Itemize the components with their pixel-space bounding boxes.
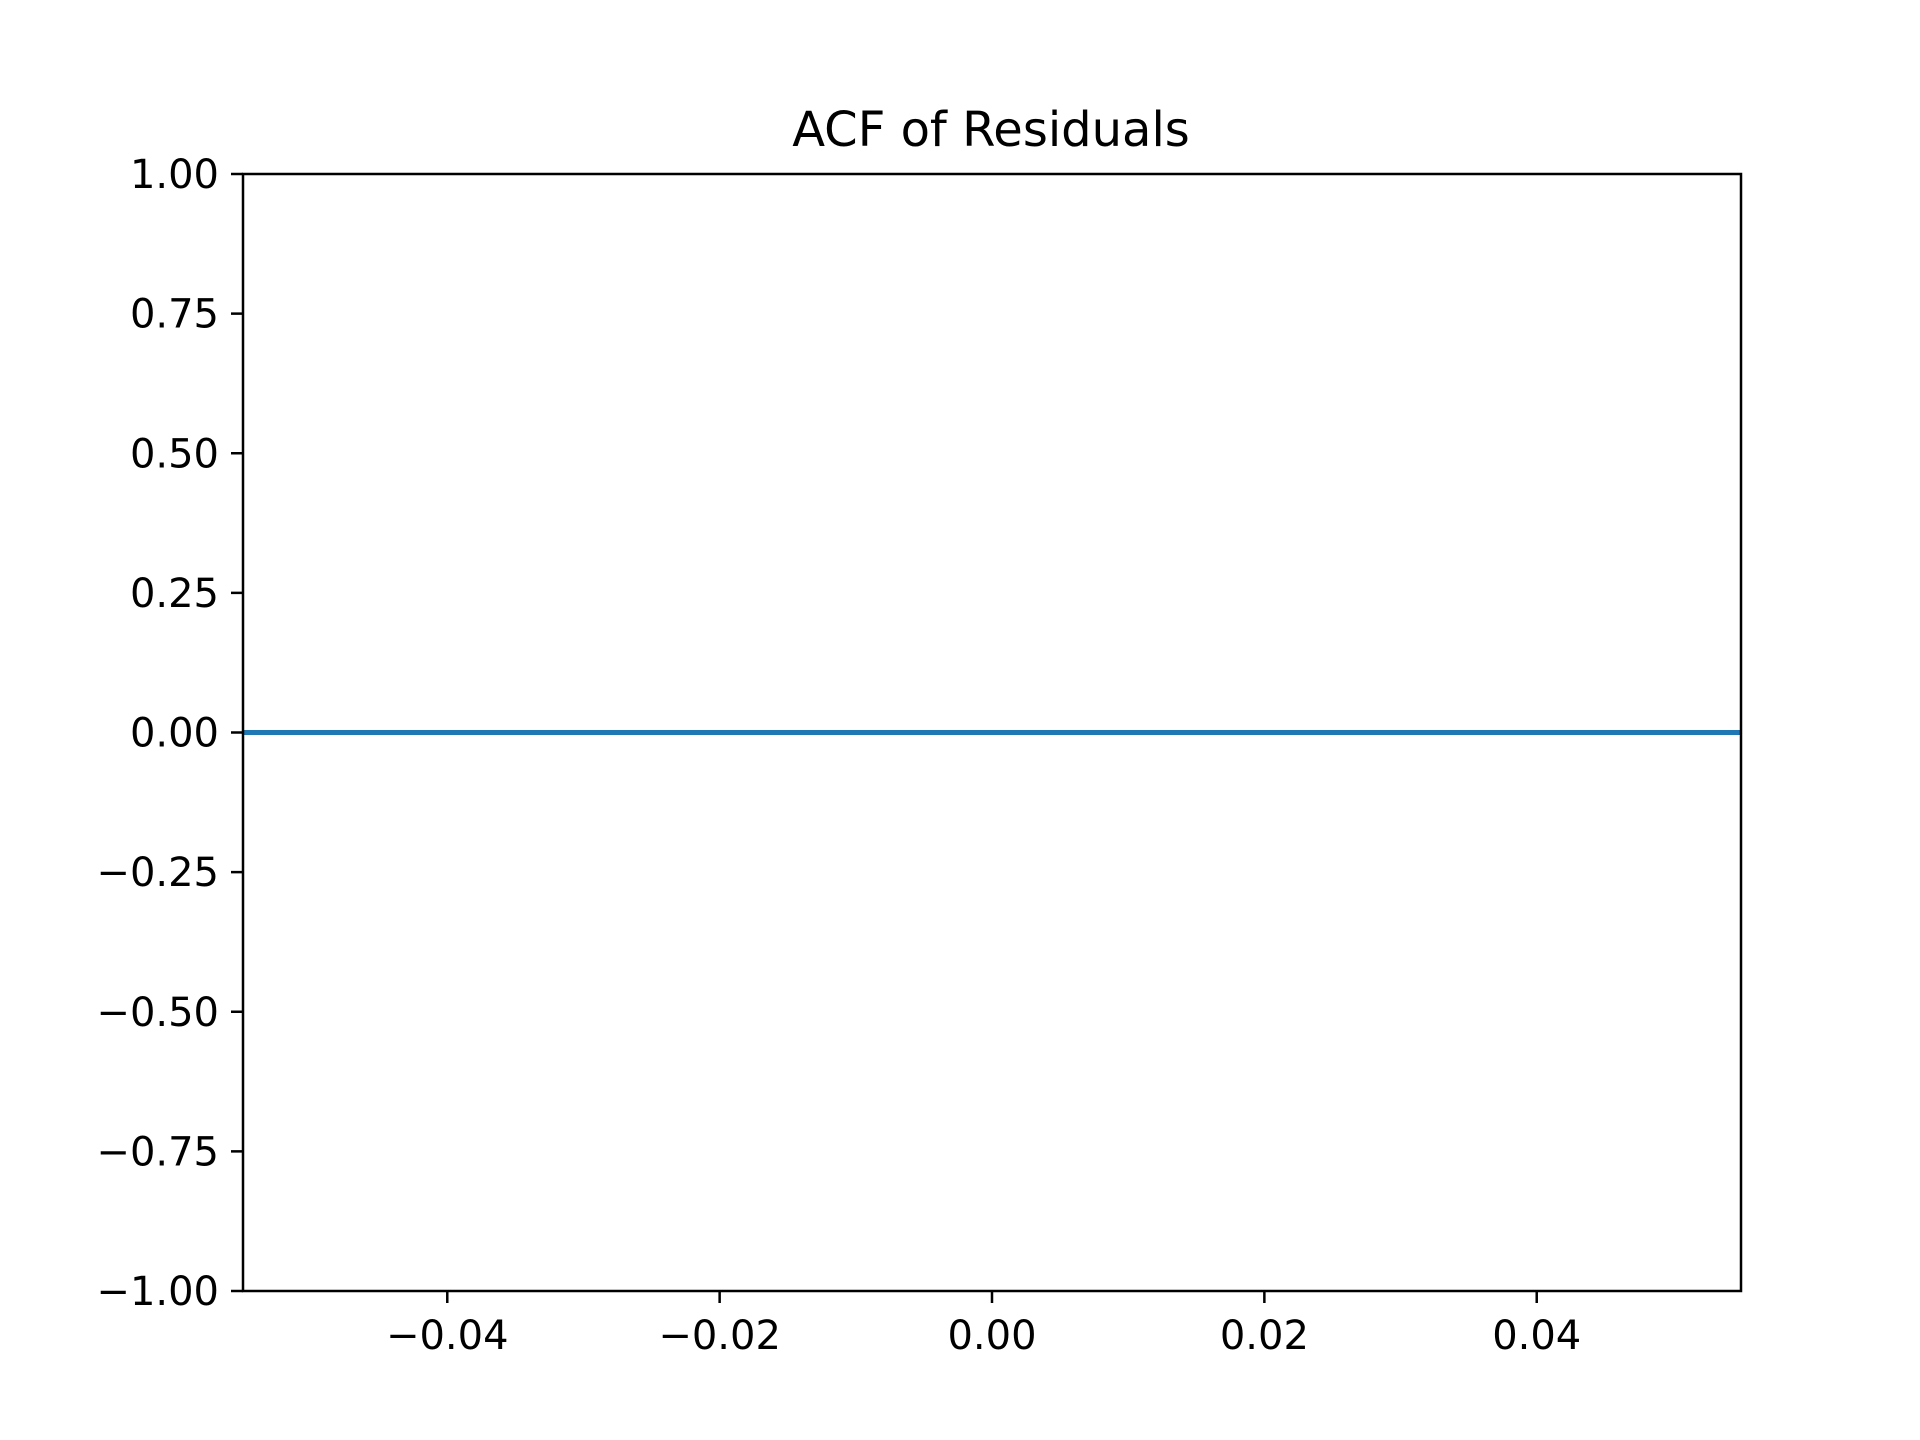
- y-tick-label: 0.25: [130, 571, 219, 617]
- y-tick-label: 0.75: [130, 292, 219, 338]
- y-tick-label: −0.75: [96, 1129, 219, 1175]
- y-tick-label: −0.50: [96, 990, 219, 1036]
- y-tick-label: 0.00: [130, 711, 219, 757]
- y-tick-label: 1.00: [130, 152, 219, 198]
- y-tick-label: 0.50: [130, 431, 219, 477]
- x-tick-label: 0.02: [1220, 1313, 1309, 1359]
- x-tick-label: −0.02: [658, 1313, 781, 1359]
- x-tick-label: −0.04: [386, 1313, 509, 1359]
- x-axis: −0.04 −0.02 0.00 0.02 0.04: [386, 1291, 1581, 1359]
- y-tick-label: −0.25: [96, 850, 219, 896]
- x-tick-label: 0.00: [947, 1313, 1036, 1359]
- chart-title: ACF of Residuals: [792, 102, 1190, 158]
- x-tick-label: 0.04: [1492, 1313, 1581, 1359]
- y-axis: 1.00 0.75 0.50 0.25 0.00 −0.25 −0.50 −0.75 −1.00: [96, 152, 243, 1315]
- y-tick-label: −1.00: [96, 1269, 219, 1315]
